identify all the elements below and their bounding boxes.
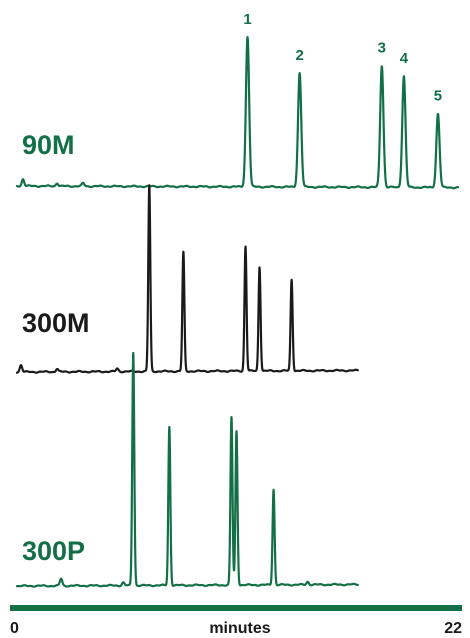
tick-label-start: 0 <box>10 620 19 637</box>
series-label-300p: 300P <box>22 536 85 566</box>
x-axis-label: minutes <box>209 620 270 637</box>
trace-300p <box>15 351 359 588</box>
peak-label-4: 4 <box>400 50 409 67</box>
peak-label-2: 2 <box>295 47 303 64</box>
axis-line <box>10 605 462 611</box>
series-label-300m: 300M <box>22 308 90 338</box>
chromatogram-traces <box>15 35 460 588</box>
peak-label-5: 5 <box>434 88 442 105</box>
trace-300m <box>15 184 359 374</box>
peak-label-3: 3 <box>378 40 386 57</box>
series-label-90m: 90M <box>22 130 75 160</box>
series-labels: 90M 300M 300P <box>22 130 90 566</box>
trace-90m <box>15 35 460 190</box>
time-axis: 0 minutes 22 <box>10 605 462 637</box>
peak-labels: 1 2 34 5 <box>243 11 442 105</box>
tick-label-end: 22 <box>444 620 462 637</box>
peak-label-1: 1 <box>243 11 251 28</box>
